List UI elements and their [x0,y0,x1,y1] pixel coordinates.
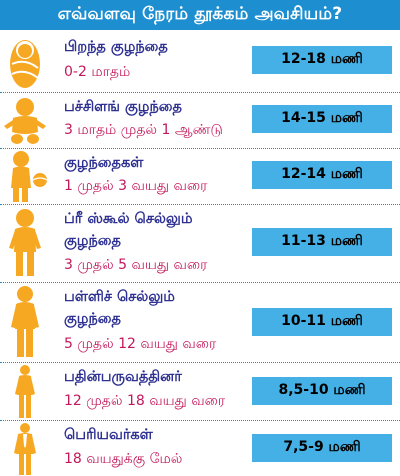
age-range: 0-2 மாதம் [64,64,131,80]
page-title: எவ்வளவு நேரம் தூக்கம் அவசியம்? [0,0,400,30]
divider [0,204,400,205]
age-range: 5 முதல் 12 வயது வரை [64,336,217,352]
list-item-toddler: குழந்தைகள் 1 முதல் 3 வயது வரை 12-14 மணி [0,148,400,204]
category-name-line-2: குழந்தை [64,311,121,327]
category-name-line-2: குழந்தை [64,233,121,249]
list-item-adult: பெரியவர்கள் 18 வயதுக்கு மேல் 7,5-9 மணி [0,420,400,476]
age-range: 18 வயதுக்கு மேல் [64,451,183,467]
age-range: 1 முதல் 3 வயது வரை [64,178,208,194]
divider [0,148,400,149]
sleep-hours-badge: 12-18 மணி [252,46,392,74]
adult-man-icon [0,422,50,476]
divider [0,420,400,421]
list-item-school-child: பள்ளிச் செல்லும் குழந்தை 5 முதல் 12 வயது… [0,282,400,362]
sleep-hours-badge: 7,5-9 மணி [252,434,392,462]
divider [0,92,400,93]
age-range: 12 முதல் 18 வயது வரை [64,393,226,409]
age-range: 3 மாதம் முதல் 1 ஆண்டு [64,122,223,138]
divider [0,362,400,363]
sleep-hours-badge: 11-13 மணி [252,228,392,256]
list-item-infant: பச்சிளங் குழந்தை 3 மாதம் முதல் 1 ஆண்டு 1… [0,92,400,148]
category-name: பிறந்த குழந்தை [64,39,168,55]
category-name: பச்சிளங் குழந்தை [64,99,182,115]
category-name: பெரியவர்கள் [64,427,153,443]
swaddled-newborn-icon [0,34,50,90]
list-item-teenager: பதின்பருவத்தினர் 12 முதல் 18 வயது வரை 8,… [0,362,400,420]
toddler-with-ball-icon [0,150,50,204]
infant-icon [0,96,50,146]
age-range: 3 முதல் 5 வயது வரை [64,257,208,273]
category-name: குழந்தைகள் [64,155,144,171]
teenager-icon [0,364,50,420]
school-child-icon [0,285,50,359]
sleep-hours-badge: 12-14 மணி [252,161,392,189]
sleep-hours-badge: 8,5-10 மணி [252,377,392,405]
divider [0,282,400,283]
list-item-preschool: ப்ரீ ஸ்கூல் செல்லும் குழந்தை 3 முதல் 5 வ… [0,204,400,282]
category-name: ப்ரீ ஸ்கூல் செல்லும் [64,211,193,227]
category-name: பள்ளிச் செல்லும் [64,289,175,305]
list-item-newborn: பிறந்த குழந்தை 0-2 மாதம் 12-18 மணி [0,30,400,92]
preschool-child-icon [0,208,50,278]
sleep-hours-badge: 10-11 மணி [252,308,392,336]
sleep-hours-badge: 14-15 மணி [252,105,392,133]
category-name: பதின்பருவத்தினர் [64,369,182,385]
